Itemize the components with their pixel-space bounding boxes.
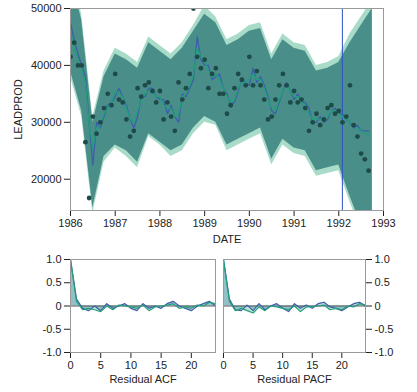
svg-text:0: 0 [375,300,381,312]
svg-text:0: 0 [67,359,73,371]
svg-text:1993: 1993 [371,217,395,229]
svg-text:0: 0 [220,359,226,371]
svg-text:20: 20 [185,359,197,371]
svg-text:-0.5: -0.5 [43,323,62,335]
svg-text:1989: 1989 [192,217,216,229]
svg-text:1.0: 1.0 [375,253,390,265]
svg-text:Residual PACF: Residual PACF [257,373,332,385]
svg-text:1987: 1987 [103,217,127,229]
svg-text:-1.0: -1.0 [375,346,394,358]
svg-text:20: 20 [336,359,348,371]
svg-text:15: 15 [155,359,167,371]
svg-text:30000: 30000 [31,116,62,128]
svg-text:10: 10 [277,359,289,371]
svg-text:50000: 50000 [31,2,62,14]
svg-text:1986: 1986 [58,217,82,229]
svg-text:10: 10 [125,359,137,371]
svg-text:LEADPROD: LEADPROD [12,79,24,140]
svg-text:0: 0 [55,300,61,312]
svg-text:-0.5: -0.5 [375,323,394,335]
svg-text:1990: 1990 [237,217,261,229]
svg-text:1.0: 1.0 [46,253,61,265]
svg-text:20000: 20000 [31,173,62,185]
svg-text:1988: 1988 [148,217,172,229]
svg-text:1991: 1991 [282,217,306,229]
svg-text:0.5: 0.5 [46,276,61,288]
svg-text:-1.0: -1.0 [43,346,62,358]
svg-text:40000: 40000 [31,59,62,71]
svg-text:DATE: DATE [213,233,242,245]
svg-text:1992: 1992 [327,217,351,229]
svg-text:15: 15 [306,359,318,371]
svg-text:5: 5 [98,359,104,371]
svg-text:0.5: 0.5 [375,276,390,288]
svg-text:Residual ACF: Residual ACF [109,373,177,385]
svg-text:5: 5 [250,359,256,371]
